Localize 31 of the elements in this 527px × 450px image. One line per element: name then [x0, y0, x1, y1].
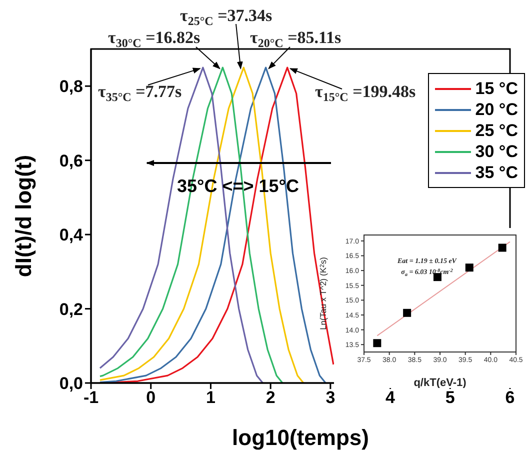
y-axis-title: dI(t)/d log(t) [10, 154, 36, 278]
annotation: τ$_{35°C}$ =7.77s [98, 82, 182, 104]
y-tick-label: 0,8 [59, 77, 83, 96]
y-tick-label: 0,0 [59, 374, 83, 394]
x-tick-label: 0 [146, 388, 156, 408]
legend-label: 35 °C [475, 162, 518, 182]
point [433, 273, 442, 282]
legend-label: 20 °C [475, 100, 518, 120]
point [465, 264, 474, 272]
point [498, 244, 506, 252]
x-tick-label: 3 [326, 388, 336, 408]
legend-label: 30 °C [475, 142, 518, 162]
point [373, 339, 382, 348]
legend-label: 15 °C [475, 78, 518, 98]
x-tick-label: -1 [83, 388, 99, 408]
annotation: τ$_{25°C}$ =37.34s [180, 6, 272, 28]
y-tick-label: 0,4 [59, 226, 84, 245]
x-tick-label: 1 [206, 388, 216, 408]
y-tick-label: 0,2 [59, 300, 83, 319]
x-axis-title: log10(temps) [232, 425, 369, 450]
x-tick-label: 4 [386, 388, 396, 408]
point [403, 308, 412, 317]
annotation: τ$_{15°C}$ =199.48s [315, 82, 416, 104]
x-axis-title: q/kT(eV-1) [414, 377, 467, 389]
x-tick-label: 5 [445, 388, 455, 408]
y-tick-label: 0,6 [59, 151, 83, 170]
annotation: τ$_{20°C}$ =85.11s [250, 28, 342, 50]
legend-label: 25 °C [475, 120, 518, 140]
x-tick-label: 6 [505, 388, 515, 408]
annotation: τ$_{30°C}$ =16.82s [108, 28, 200, 50]
x-tick-label: 2 [266, 388, 276, 408]
